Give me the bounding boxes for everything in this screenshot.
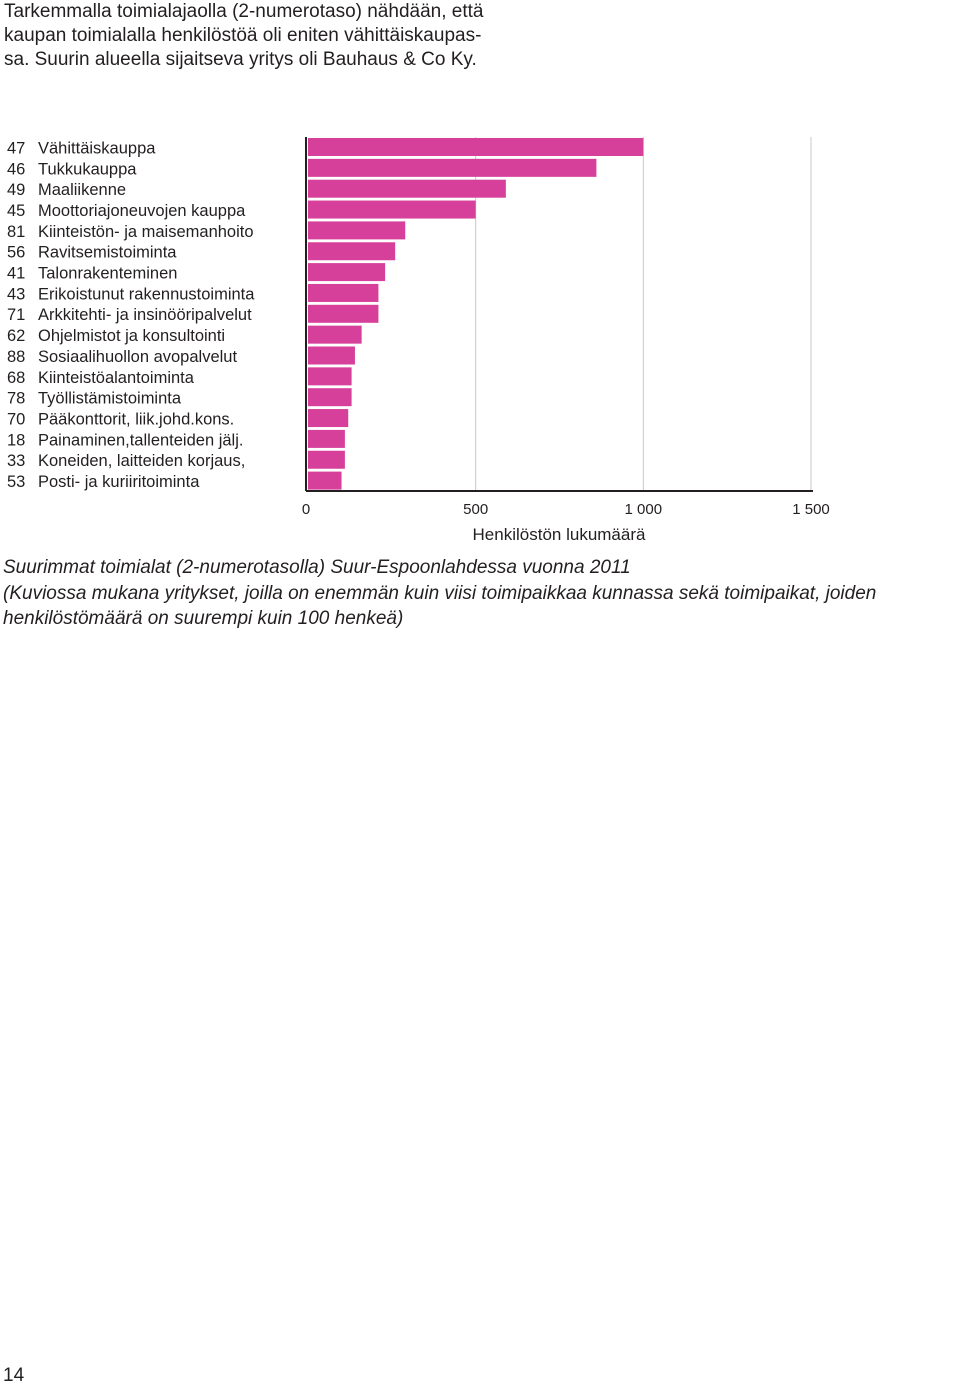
bar xyxy=(308,409,349,428)
category-label: Kiinteistön- ja maisemanhoito xyxy=(38,223,254,241)
category-code: 33 xyxy=(7,452,25,470)
category-code: 18 xyxy=(7,431,25,449)
bar xyxy=(308,179,506,198)
intro-line: Tarkemmalla toimialajaolla (2-numerotaso… xyxy=(4,1,484,22)
category-code: 49 xyxy=(7,181,25,199)
category-label: Arkkitehti- ja insinööripalvelut xyxy=(38,306,252,324)
bar xyxy=(308,450,345,469)
category-label: Sosiaalihuollon avopalvelut xyxy=(38,348,237,366)
caption-title: Suurimmat toimialat (2-numerotasolla) Su… xyxy=(3,557,631,578)
category-label: Ohjelmistot ja konsultointi xyxy=(38,327,225,345)
category-label: Posti- ja kuriiritoiminta xyxy=(38,473,200,491)
intro-paragraph: Tarkemmalla toimialajaolla (2-numerotaso… xyxy=(4,0,524,72)
caption-note-line: (Kuviossa mukana yritykset, joilla on en… xyxy=(3,582,877,604)
category-code: 47 xyxy=(7,139,25,157)
category-code: 41 xyxy=(7,265,25,283)
category-code: 68 xyxy=(7,369,25,387)
bar xyxy=(308,263,386,282)
x-tick-label: 0 xyxy=(302,501,310,518)
category-code: 78 xyxy=(7,390,25,408)
caption-note-line: henkilöstömäärä on suurempi kuin 100 hen… xyxy=(3,608,404,629)
category-label: Vähittäiskauppa xyxy=(38,139,156,157)
bar xyxy=(308,200,476,219)
category-label: Työllistämistoiminta xyxy=(38,390,182,408)
category-label: Kiinteistöalantoiminta xyxy=(38,369,195,387)
category-code: 45 xyxy=(7,202,25,220)
bar xyxy=(308,221,406,240)
category-label: Talonrakenteminen xyxy=(38,265,177,283)
bar xyxy=(308,346,355,365)
x-tick-label: 1 500 xyxy=(792,501,830,518)
category-code: 71 xyxy=(7,306,25,324)
bar xyxy=(308,283,379,302)
category-code: 81 xyxy=(7,223,25,241)
category-label: Ravitsemistoiminta xyxy=(38,244,177,262)
bar xyxy=(308,304,379,323)
x-axis-title: Henkilöstön lukumäärä xyxy=(473,525,646,544)
category-label: Painaminen,tallenteiden jälj. xyxy=(38,431,243,449)
category-label: Tukkukauppa xyxy=(38,160,137,178)
bar xyxy=(308,429,345,448)
category-code: 43 xyxy=(7,285,25,303)
bar xyxy=(308,471,342,490)
bar xyxy=(308,388,352,407)
page-number: 14 xyxy=(3,1365,25,1386)
category-code: 46 xyxy=(7,160,25,178)
category-code: 53 xyxy=(7,473,25,491)
category-code: 62 xyxy=(7,327,25,345)
category-label: Pääkonttorit, liik.johd.kons. xyxy=(38,410,234,428)
industry-bar-chart: 47 Vähittäiskauppa 46 Tukkukauppa 49 Maaliike… xyxy=(7,137,830,544)
category-label: Erikoistunut rakennustoiminta xyxy=(38,285,255,303)
category-code: 56 xyxy=(7,244,25,262)
category-label: Maaliikenne xyxy=(38,181,126,199)
x-tick-label: 1 000 xyxy=(625,501,663,518)
x-tick-label: 500 xyxy=(463,501,488,518)
category-label: Moottoriajoneuvojen kauppa xyxy=(38,202,246,220)
bar xyxy=(308,367,352,386)
intro-line: sa. Suurin alueella sijaitseva yritys ol… xyxy=(4,49,477,70)
figure-caption: Suurimmat toimialat (2-numerotasolla) Su… xyxy=(3,555,959,632)
bar xyxy=(308,242,396,261)
bar xyxy=(308,325,362,344)
intro-line: kaupan toimialalla henkilöstöä oli enite… xyxy=(4,25,482,46)
bar xyxy=(308,138,644,156)
category-label: Koneiden, laitteiden korjaus, xyxy=(38,452,245,470)
bar xyxy=(308,158,597,177)
category-code: 70 xyxy=(7,410,25,428)
category-code: 88 xyxy=(7,348,25,366)
